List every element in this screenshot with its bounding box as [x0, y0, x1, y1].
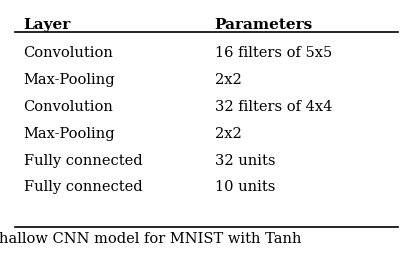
Text: Convolution: Convolution	[23, 46, 113, 60]
Text: 2x2: 2x2	[214, 73, 241, 87]
Text: Parameters: Parameters	[214, 18, 312, 32]
Text: 32 units: 32 units	[214, 154, 274, 168]
Text: 32 filters of 4x4: 32 filters of 4x4	[214, 100, 331, 114]
Text: hallow CNN model for MNIST with Tanh: hallow CNN model for MNIST with Tanh	[0, 232, 301, 246]
Text: Max-Pooling: Max-Pooling	[23, 73, 115, 87]
Text: 10 units: 10 units	[214, 180, 274, 195]
Text: Max-Pooling: Max-Pooling	[23, 127, 115, 141]
Text: 16 filters of 5x5: 16 filters of 5x5	[214, 46, 331, 60]
Text: 2x2: 2x2	[214, 127, 241, 141]
Text: Convolution: Convolution	[23, 100, 113, 114]
Text: Layer: Layer	[23, 18, 71, 32]
Text: Fully connected: Fully connected	[23, 180, 142, 195]
Text: Fully connected: Fully connected	[23, 154, 142, 168]
